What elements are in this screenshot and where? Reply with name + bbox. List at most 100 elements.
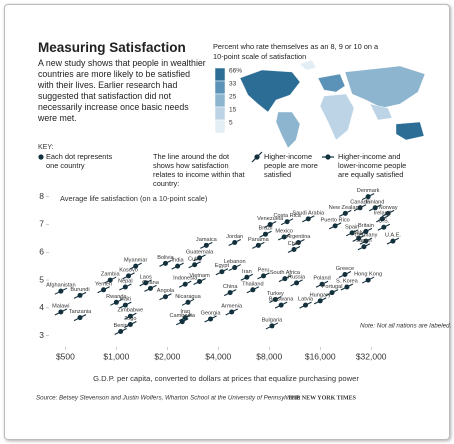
- dot: [379, 216, 385, 222]
- dot: [208, 316, 214, 322]
- point-label: Canada: [350, 199, 370, 205]
- point-label: Brazil: [258, 226, 272, 232]
- point-label: Burundi: [70, 287, 89, 293]
- dot: [175, 263, 181, 269]
- y-tick-label: 8: [39, 191, 44, 201]
- dot: [372, 205, 378, 211]
- point-label: Costa Rica: [273, 213, 301, 219]
- dot: [342, 272, 348, 278]
- key-steep-text: Higher-income people are more satisfied: [264, 152, 318, 179]
- key-title: KEY:: [38, 144, 54, 151]
- point-label: Jamaica: [196, 237, 218, 243]
- dot: [101, 287, 107, 293]
- dot: [162, 260, 168, 266]
- point-label: Puerto Rico: [321, 217, 350, 223]
- dot: [179, 319, 185, 325]
- x-axis-label: G.D.P. per capita, converted to dollars …: [93, 374, 359, 383]
- dot: [305, 216, 311, 222]
- dot: [192, 262, 198, 268]
- point-label: Armenia: [221, 304, 243, 310]
- point-label: India: [172, 258, 185, 264]
- point-label: Ireland: [374, 210, 391, 216]
- point-label: Latvia: [298, 297, 314, 303]
- dot: [284, 219, 290, 225]
- dot: [77, 315, 83, 321]
- legend-swatch: [214, 119, 226, 134]
- dot: [361, 244, 367, 250]
- point-label: Cuba: [188, 256, 202, 262]
- dot: [332, 223, 338, 229]
- point-label: China: [223, 284, 239, 290]
- point-label: Nicaragua: [175, 294, 201, 300]
- point-label: Myanmar: [124, 258, 147, 264]
- point-label: Russia: [288, 274, 306, 280]
- dot: [319, 281, 325, 287]
- point-label: Greece: [336, 266, 354, 272]
- dot: [122, 302, 128, 308]
- x-tick-label: $2,000: [154, 351, 180, 361]
- dot: [365, 194, 371, 200]
- point-label: Britain: [358, 223, 374, 229]
- map-legend-title: Percent who rate themselves as an 8, 9 o…: [213, 42, 379, 61]
- point-label: Japan: [356, 238, 371, 244]
- point-label: Denmark: [357, 188, 380, 194]
- dot: [365, 277, 371, 283]
- dot: [329, 290, 335, 296]
- y-tick-label: 7: [39, 219, 44, 229]
- point-label: Botswana: [269, 297, 294, 303]
- legend-swatch: [214, 67, 226, 82]
- dot: [244, 274, 250, 280]
- legend-label: 15: [229, 107, 237, 114]
- dot: [185, 299, 191, 305]
- credit: THE NEW YORK TIMES: [288, 395, 357, 401]
- point-label: Iraq: [180, 309, 190, 315]
- point-label: South Africa: [270, 270, 301, 276]
- key-dot: [325, 154, 331, 160]
- dot: [281, 234, 287, 240]
- y-tick-label: 4: [39, 302, 44, 312]
- point-label: Venezuela: [257, 216, 284, 222]
- point-label: Norway: [379, 205, 398, 211]
- key-line-text: The line around the dot shows how satisf…: [153, 152, 245, 188]
- point-label: Turkey: [267, 291, 284, 297]
- dot: [113, 299, 119, 305]
- y-tick-label: 6: [39, 247, 44, 257]
- key-flat-text: Higher-income and lower-income people ar…: [338, 152, 407, 179]
- legend-label: 25: [229, 94, 237, 101]
- x-tick-label: $16,000: [305, 351, 336, 361]
- dot: [269, 323, 275, 329]
- dot: [294, 280, 300, 286]
- dot: [385, 210, 391, 216]
- world-map: [239, 59, 426, 149]
- dot: [107, 277, 113, 283]
- point-label: Afghanistan: [46, 283, 76, 289]
- dot: [232, 240, 238, 246]
- dot: [197, 278, 203, 284]
- point-label: Saudi Arabia: [292, 210, 325, 216]
- dot: [147, 285, 153, 291]
- legend-swatch: [214, 80, 226, 95]
- dot: [381, 224, 387, 230]
- point-label: Egypt: [215, 263, 230, 269]
- dot: [58, 309, 64, 315]
- point-label: Panama: [248, 237, 270, 243]
- point-label: Chile: [288, 241, 301, 247]
- point-label: Cambodia: [170, 313, 196, 319]
- dot: [162, 294, 168, 300]
- point-label: Tanzania: [69, 309, 92, 315]
- legend-label: 5: [229, 120, 233, 127]
- dot: [357, 205, 363, 211]
- dot: [349, 230, 355, 236]
- point-label: Benin: [113, 323, 127, 329]
- dot: [126, 273, 132, 279]
- source: Source: Betsey Stevenson and Justin Wolf…: [36, 395, 301, 402]
- y-tick-label: 5: [39, 274, 44, 284]
- point-label: Malawi: [52, 304, 69, 310]
- point-label: Ghana: [142, 280, 160, 286]
- point-label: Poland: [313, 276, 330, 282]
- point-label: Portugal: [322, 284, 343, 290]
- dot: [255, 242, 261, 248]
- x-tick-label: $8,000: [256, 351, 282, 361]
- point-label: Finland: [366, 199, 384, 205]
